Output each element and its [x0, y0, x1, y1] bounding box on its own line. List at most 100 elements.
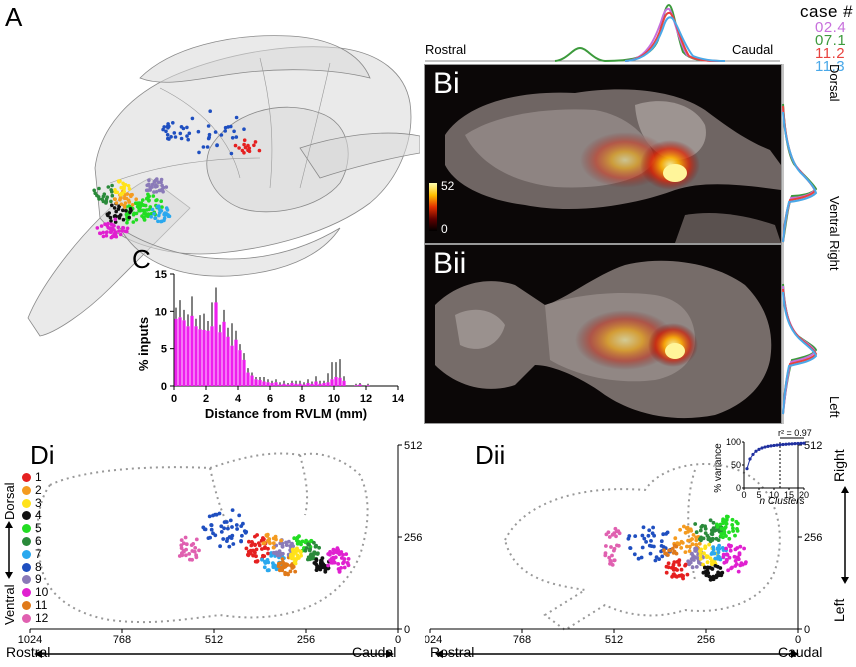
cluster-point — [209, 523, 214, 527]
cluster-point — [207, 514, 212, 519]
inset-point — [769, 444, 773, 448]
cluster-point — [661, 532, 666, 537]
dii-y-tick-label: 512 — [804, 440, 822, 452]
cluster-point — [162, 218, 166, 223]
cluster-point — [651, 525, 655, 530]
cluster-point — [194, 553, 199, 558]
cluster-point — [106, 221, 110, 226]
cluster-point — [114, 201, 119, 205]
cluster-point — [128, 207, 133, 211]
cluster-point — [124, 196, 129, 201]
chart-c-bar — [218, 332, 222, 386]
chart-c-y-tick-label: 15 — [155, 269, 167, 281]
chart-c-bar — [210, 326, 214, 386]
chart-c-bar — [298, 383, 302, 386]
rostrocaudal-profile — [425, 3, 780, 62]
cluster-point — [261, 541, 266, 546]
cluster-point — [701, 562, 705, 567]
chart-c-xlabel: Distance from RVLM (mm) — [205, 406, 367, 421]
cluster-point — [110, 226, 115, 231]
dii-right-label: Right — [831, 449, 847, 482]
chart-c-x-tick-label: 6 — [267, 393, 273, 405]
cluster-point — [610, 532, 615, 537]
cluster-point — [242, 142, 246, 147]
cluster-point — [713, 556, 718, 561]
cluster-point — [734, 519, 739, 524]
cluster-point — [729, 544, 733, 548]
cluster-point — [164, 129, 168, 134]
cluster-point — [712, 551, 717, 556]
cluster-legend-item: 6 — [22, 534, 42, 548]
cluster-point — [234, 115, 239, 120]
cluster-point — [649, 539, 653, 543]
cluster-point — [331, 555, 335, 560]
cluster-point — [712, 528, 717, 533]
cluster-point — [239, 539, 244, 543]
cluster-point — [721, 555, 726, 559]
panel-label-a: A — [5, 2, 23, 32]
cluster-point — [653, 558, 658, 563]
chart-c-bar — [238, 350, 242, 386]
cluster-point — [253, 534, 257, 539]
dii-x-tick-label: 256 — [697, 634, 715, 646]
cluster-point — [675, 574, 679, 579]
cluster-legend-label: 6 — [35, 534, 42, 548]
cluster-point — [99, 224, 104, 228]
inset-y-tick-label: 0 — [736, 483, 741, 493]
cluster-point — [335, 546, 340, 551]
cluster-point — [122, 189, 126, 194]
cluster-point — [263, 545, 267, 550]
chart-c-bar — [194, 326, 198, 386]
cluster-point — [699, 535, 703, 540]
cluster-legend-swatch — [22, 473, 31, 482]
cluster-point — [610, 563, 615, 567]
cluster-point — [701, 570, 706, 575]
cluster-point — [162, 211, 167, 216]
cluster-point — [610, 553, 614, 558]
cluster-point — [159, 209, 164, 213]
cluster-point — [334, 550, 339, 555]
cluster-point — [119, 185, 123, 190]
cluster-point — [264, 533, 269, 538]
cluster-point — [652, 544, 656, 549]
cluster-point — [237, 146, 241, 150]
inset-point — [772, 443, 776, 448]
cluster-point — [708, 539, 713, 544]
cluster-point — [691, 553, 695, 558]
cluster-point — [608, 558, 613, 563]
chart-c-bar — [234, 339, 238, 386]
cluster-point — [279, 538, 283, 543]
cluster-point — [688, 544, 692, 549]
cluster-point — [672, 572, 676, 577]
chart-c-bar — [242, 359, 246, 386]
cluster-point — [666, 565, 671, 570]
cluster-point — [665, 530, 670, 535]
cluster-point — [685, 526, 689, 531]
cluster-point — [187, 131, 192, 136]
cluster-point — [726, 568, 730, 573]
dii-left-label: Left — [831, 598, 847, 622]
cluster-point — [282, 565, 286, 570]
cluster-point — [213, 533, 218, 538]
cluster-point — [179, 538, 184, 542]
cluster-legend-item: 10 — [22, 585, 48, 599]
cluster-point — [109, 229, 114, 233]
cluster-point — [108, 215, 113, 220]
cluster-point — [730, 517, 735, 522]
cluster-point — [134, 218, 139, 222]
cluster-point — [734, 555, 739, 560]
cluster-point — [235, 527, 240, 531]
cluster-legend-label: 3 — [35, 495, 42, 510]
chart-c-bar — [262, 381, 266, 386]
cluster-point — [721, 521, 726, 526]
cluster-point — [679, 539, 684, 544]
cluster-point — [266, 538, 270, 543]
cluster-point — [703, 565, 707, 570]
cluster-point — [162, 125, 166, 129]
cluster-point — [306, 557, 310, 562]
chart-c-bar — [334, 377, 338, 386]
cluster-point — [322, 565, 327, 569]
inset-x-tick-label: 10 — [769, 490, 779, 500]
case-legend-entry: 11.3 — [815, 58, 846, 75]
